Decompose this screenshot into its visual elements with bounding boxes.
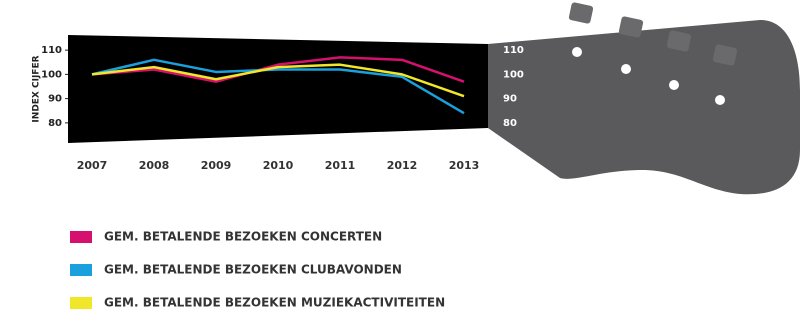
x-tick-label: 2010 [263,159,294,172]
x-tick-label: 2007 [77,159,108,172]
y-tick-label: 90 [48,94,62,105]
legend-swatch [70,231,92,243]
y-tick-label: 110 [41,45,62,56]
x-tick-label: 2011 [325,159,356,172]
legend-swatch [70,264,92,276]
y-axis-label: INDEX CIJFER [32,55,42,122]
y-tick-label-right: 80 [503,118,517,129]
y-tick-label: 100 [41,69,62,80]
x-tick-label: 2012 [387,159,418,172]
headstock [488,20,800,194]
x-tick-label: 2008 [139,159,170,172]
x-tick-label: 2009 [201,159,232,172]
y-tick-label: 80 [48,118,62,129]
y-tick-label-right: 110 [503,45,524,56]
legend-label: GEM. BETALENDE BEZOEKEN MUZIEKACTIVITEIT… [104,296,445,310]
legend-label: GEM. BETALENDE BEZOEKEN CLUBAVONDEN [104,263,402,277]
chart: INDEX CIJFER 80 80 90 90 100 100 110 110 2007 200… [0,0,804,317]
x-tick-label: 2013 [449,159,480,172]
y-tick-label-right: 100 [503,69,524,80]
legend-label: GEM. BETALENDE BEZOEKEN CONCERTEN [104,230,382,244]
legend-swatch [70,297,92,309]
y-tick-label-right: 90 [503,94,517,105]
